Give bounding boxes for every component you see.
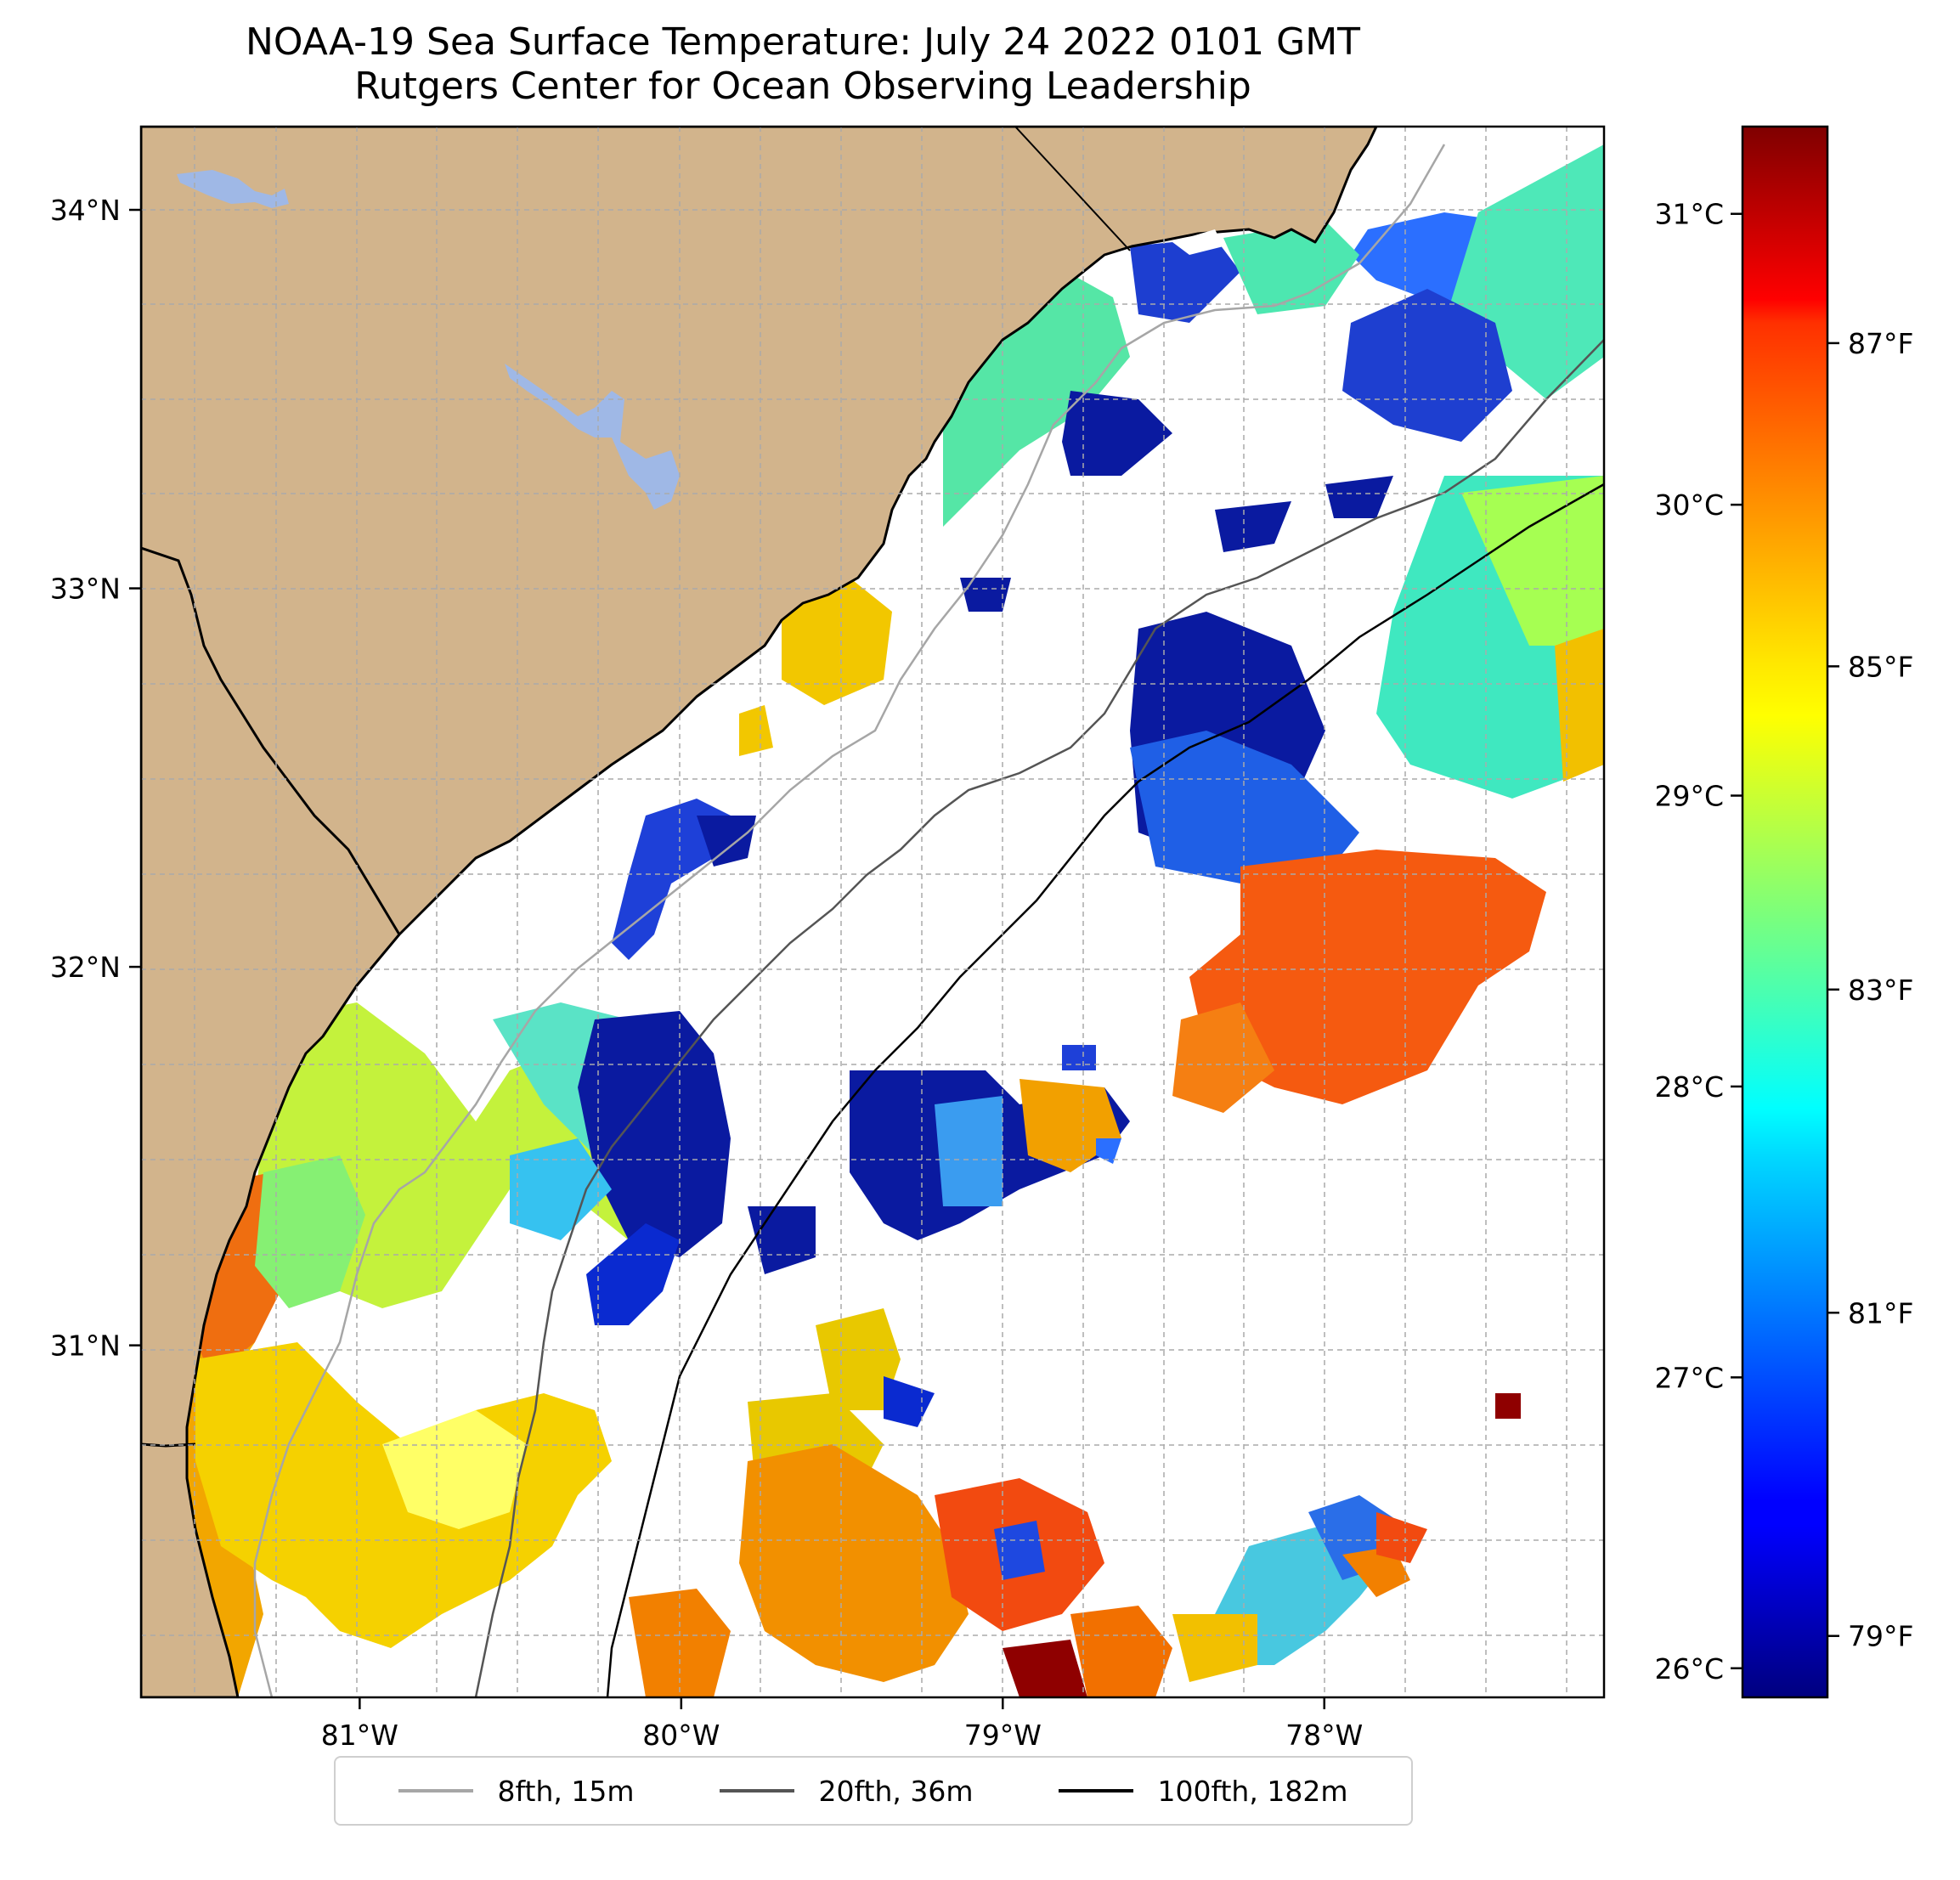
title-line-1: NOAA-19 Sea Surface Temperature: July 24…: [245, 20, 1361, 64]
fahrenheit-tick-label: 85°F: [1848, 650, 1913, 683]
fahrenheit-tick-label: 87°F: [1848, 327, 1913, 360]
celsius-tick-label: 31°C: [1654, 198, 1724, 231]
fahrenheit-tick-label: 83°F: [1848, 974, 1913, 1007]
longitude-axis: 81°W 80°W 79°W 78°W: [321, 1697, 1363, 1752]
celsius-tick-label: 28°C: [1654, 1070, 1724, 1104]
lon-tick-label: 80°W: [642, 1719, 720, 1752]
contour-legend: 8fth, 15m 20fth, 36m 100fth, 182m: [334, 1756, 1413, 1826]
legend-swatch-20fth: [720, 1789, 795, 1792]
lon-tick-label: 79°W: [964, 1719, 1042, 1752]
celsius-tick-label: 26°C: [1654, 1652, 1724, 1685]
fahrenheit-tick-label: 79°F: [1848, 1620, 1913, 1653]
celsius-tick-label: 29°C: [1654, 780, 1724, 813]
contour-8fth: [253, 144, 1446, 1697]
legend-label-100fth: 100fth, 182m: [1157, 1774, 1348, 1808]
colorbar-fahrenheit-axis: 79°F 81°F 83°F 85°F 87°F: [1827, 327, 1913, 1653]
sst-data-layer: [141, 144, 1604, 1697]
celsius-tick-label: 27°C: [1654, 1361, 1724, 1394]
legend-swatch-8fth: [398, 1789, 474, 1792]
celsius-tick-label: 30°C: [1654, 488, 1724, 522]
lat-tick-label: 31°N: [50, 1330, 121, 1363]
latitude-axis: 34°N 33°N 32°N 31°N: [50, 194, 141, 1363]
lon-tick-label: 78°W: [1285, 1719, 1363, 1752]
colorbar-celsius-axis: 26°C 27°C 28°C 29°C 30°C 31°C: [1654, 198, 1743, 1685]
inland-lakes: [177, 170, 680, 510]
contour-20fth: [474, 339, 1604, 1697]
colorbar: [1741, 125, 1829, 1699]
lon-tick-label: 81°W: [321, 1719, 398, 1752]
lat-tick-label: 32°N: [50, 951, 121, 984]
map-area: [141, 127, 1604, 1697]
state-border-ga-fl: [141, 1442, 196, 1448]
state-border-line: [1014, 127, 1131, 251]
legend-swatch-100fth: [1059, 1789, 1134, 1792]
fahrenheit-tick-label: 81°F: [1848, 1296, 1913, 1330]
map-frame: [139, 125, 1606, 1699]
lat-tick-label: 34°N: [50, 194, 121, 227]
graticule: [141, 127, 1604, 1697]
map-title: NOAA-19 Sea Surface Temperature: July 24…: [0, 20, 1606, 109]
legend-item-20fth: 20fth, 36m: [720, 1775, 973, 1808]
title-line-2: Rutgers Center for Ocean Observing Leade…: [354, 65, 1251, 108]
legend-label-20fth: 20fth, 36m: [818, 1774, 974, 1808]
legend-item-100fth: 100fth, 182m: [1059, 1775, 1347, 1808]
legend-item-8fth: 8fth, 15m: [398, 1774, 635, 1808]
contour-100fth: [606, 483, 1604, 1697]
legend-label-8fth: 8fth, 15m: [497, 1774, 635, 1808]
lat-tick-label: 33°N: [50, 573, 121, 606]
